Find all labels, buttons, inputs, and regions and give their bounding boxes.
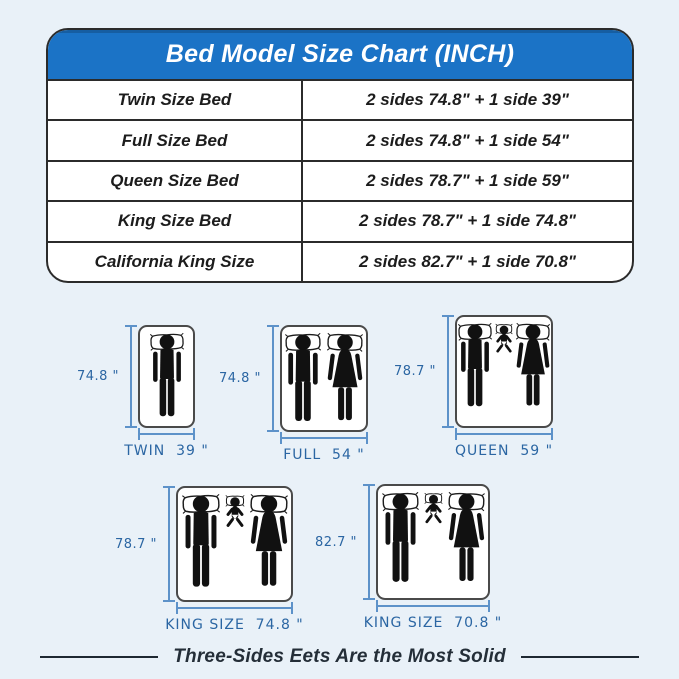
woman-icon bbox=[447, 491, 486, 588]
bed-width-label: QUEEN 59 " bbox=[454, 443, 554, 459]
table-row: Queen Size Bed 2 sides 78.7" + 1 side 59… bbox=[48, 159, 632, 201]
bed-diagram-full: 74.8 " FULL 54 " bbox=[218, 325, 368, 464]
man-icon bbox=[284, 332, 322, 427]
woman-icon bbox=[249, 493, 289, 593]
table-row: California King Size 2 sides 82.7" + 1 s… bbox=[48, 240, 632, 281]
height-dimension-line bbox=[442, 315, 454, 428]
bed-width-label: KING SIZE 74.8 " bbox=[165, 617, 304, 633]
width-dimension-line bbox=[176, 602, 293, 614]
baby-icon bbox=[423, 491, 444, 547]
bed-width-label: TWIN 39 " bbox=[124, 443, 209, 459]
bed-dimensions-cell: 2 sides 82.7" + 1 side 70.8" bbox=[359, 251, 576, 271]
width-dimension-line bbox=[376, 600, 490, 612]
height-dimension-line bbox=[125, 325, 137, 428]
bed-height-label: 78.7 " bbox=[114, 536, 157, 552]
height-dimension-line bbox=[363, 484, 375, 600]
height-dimension-line bbox=[163, 486, 175, 602]
bed-model-cell: Twin Size Bed bbox=[48, 81, 303, 120]
mattress-full bbox=[280, 325, 368, 432]
table-row: King Size Bed 2 sides 78.7" + 1 side 74.… bbox=[48, 200, 632, 241]
bed-height-label: 74.8 " bbox=[218, 371, 261, 386]
bed-diagram-queen: 78.7 " QUEEN 59 " bbox=[393, 315, 553, 460]
mattress-california-king bbox=[376, 484, 490, 600]
woman-icon bbox=[515, 322, 551, 412]
man-icon bbox=[149, 332, 185, 422]
chart-title-bar: Bed Model Size Chart (INCH) bbox=[48, 30, 632, 81]
baby-icon bbox=[224, 493, 246, 552]
bed-diagram-king: 78.7 " KING SIZE 74.8 " bbox=[114, 486, 303, 634]
bed-height-label: 82.7 " bbox=[314, 534, 357, 550]
baby-icon bbox=[494, 322, 514, 375]
mattress-king bbox=[176, 486, 293, 602]
bed-diagram-california-king: 82.7 " KING SIZE 70.8 " bbox=[314, 484, 501, 632]
chart-title: Bed Model Size Chart (INCH) bbox=[165, 40, 515, 68]
size-chart-table: Bed Model Size Chart (INCH) Twin Size Be… bbox=[46, 28, 634, 283]
bed-model-cell: Queen Size Bed bbox=[48, 161, 303, 201]
width-dimension-line bbox=[280, 432, 368, 444]
bed-width-label: KING SIZE 70.8 " bbox=[363, 615, 503, 631]
bed-width-label: FULL 54 " bbox=[283, 447, 365, 463]
footer-caption: Three-Sides Eets Are the Most Solid bbox=[173, 646, 506, 667]
bed-diagram-twin: 74.8 " TWIN 39 " bbox=[76, 325, 208, 460]
table-row: Twin Size Bed 2 sides 74.8" + 1 side 39" bbox=[48, 81, 632, 120]
bed-dimensions-cell: 2 sides 74.8" + 1 side 39" bbox=[366, 90, 569, 110]
bed-height-label: 78.7 " bbox=[393, 364, 436, 379]
footer-caption-row: Three-Sides Eets Are the Most Solid bbox=[0, 646, 679, 668]
mattress-queen bbox=[455, 315, 553, 428]
bed-model-cell: California King Size bbox=[48, 242, 303, 281]
man-icon bbox=[181, 493, 221, 593]
right-divider-line bbox=[520, 656, 639, 658]
bed-height-label: 74.8 " bbox=[76, 369, 119, 384]
bed-model-cell: Full Size Bed bbox=[48, 121, 303, 160]
woman-icon bbox=[326, 332, 364, 427]
width-dimension-line bbox=[455, 428, 553, 440]
bed-dimensions-cell: 2 sides 78.7" + 1 side 74.8" bbox=[359, 211, 576, 231]
left-divider-line bbox=[40, 656, 159, 658]
bed-dimensions-cell: 2 sides 78.7" + 1 side 59" bbox=[366, 171, 569, 191]
bed-dimensions-cell: 2 sides 74.8" + 1 side 54" bbox=[366, 130, 569, 150]
height-dimension-line bbox=[267, 325, 279, 432]
man-icon bbox=[457, 322, 493, 412]
table-row: Full Size Bed 2 sides 74.8" + 1 side 54" bbox=[48, 119, 632, 160]
man-icon bbox=[381, 491, 420, 588]
width-dimension-line bbox=[138, 428, 195, 440]
mattress-twin bbox=[138, 325, 195, 428]
bed-model-cell: King Size Bed bbox=[48, 202, 303, 241]
